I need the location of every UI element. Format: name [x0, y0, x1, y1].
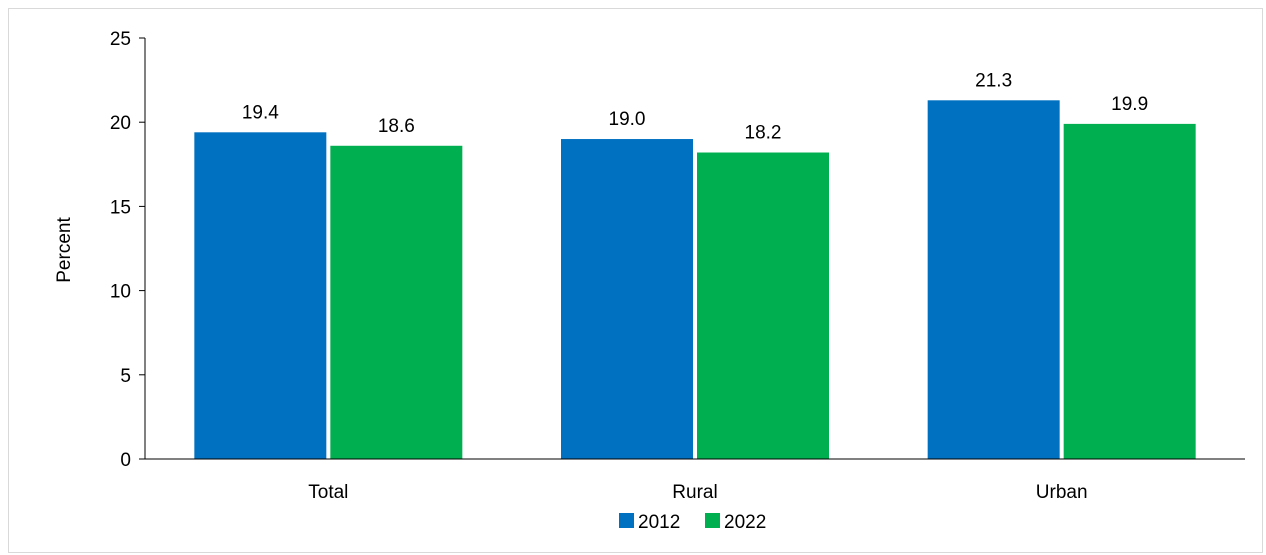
- data-label-total-2022: 18.6: [378, 116, 415, 137]
- data-label-urban-2012: 21.3: [975, 70, 1012, 91]
- category-label-rural: Rural: [672, 482, 717, 503]
- data-label-total-2012: 19.4: [242, 102, 279, 123]
- y-tick-label: 20: [110, 113, 131, 134]
- legend-swatch-2012: [619, 513, 634, 528]
- y-tick-label: 0: [120, 450, 131, 471]
- category-label-total: Total: [308, 482, 348, 503]
- y-axis-title: Percent: [54, 217, 75, 283]
- y-tick-label: 5: [120, 366, 131, 387]
- y-tick-label: 15: [110, 197, 131, 218]
- bar-total-2012: [194, 132, 327, 459]
- bar-rural-2022: [697, 152, 829, 459]
- y-tick-label: 25: [110, 29, 131, 50]
- bar-urban-2022: [1063, 123, 1196, 459]
- bar-rural-2012: [561, 139, 693, 460]
- data-label-urban-2022: 19.9: [1111, 94, 1148, 115]
- bar-total-2022: [330, 145, 463, 459]
- data-label-rural-2012: 19.0: [609, 109, 646, 130]
- legend-label-2012: 2012: [638, 512, 680, 533]
- legend-label-2022: 2022: [724, 512, 766, 533]
- bar-urban-2012: [927, 100, 1060, 460]
- y-tick-label: 10: [110, 282, 131, 303]
- legend-swatch-2022: [705, 513, 720, 528]
- data-label-rural-2022: 18.2: [745, 123, 782, 144]
- category-label-urban: Urban: [1036, 482, 1088, 503]
